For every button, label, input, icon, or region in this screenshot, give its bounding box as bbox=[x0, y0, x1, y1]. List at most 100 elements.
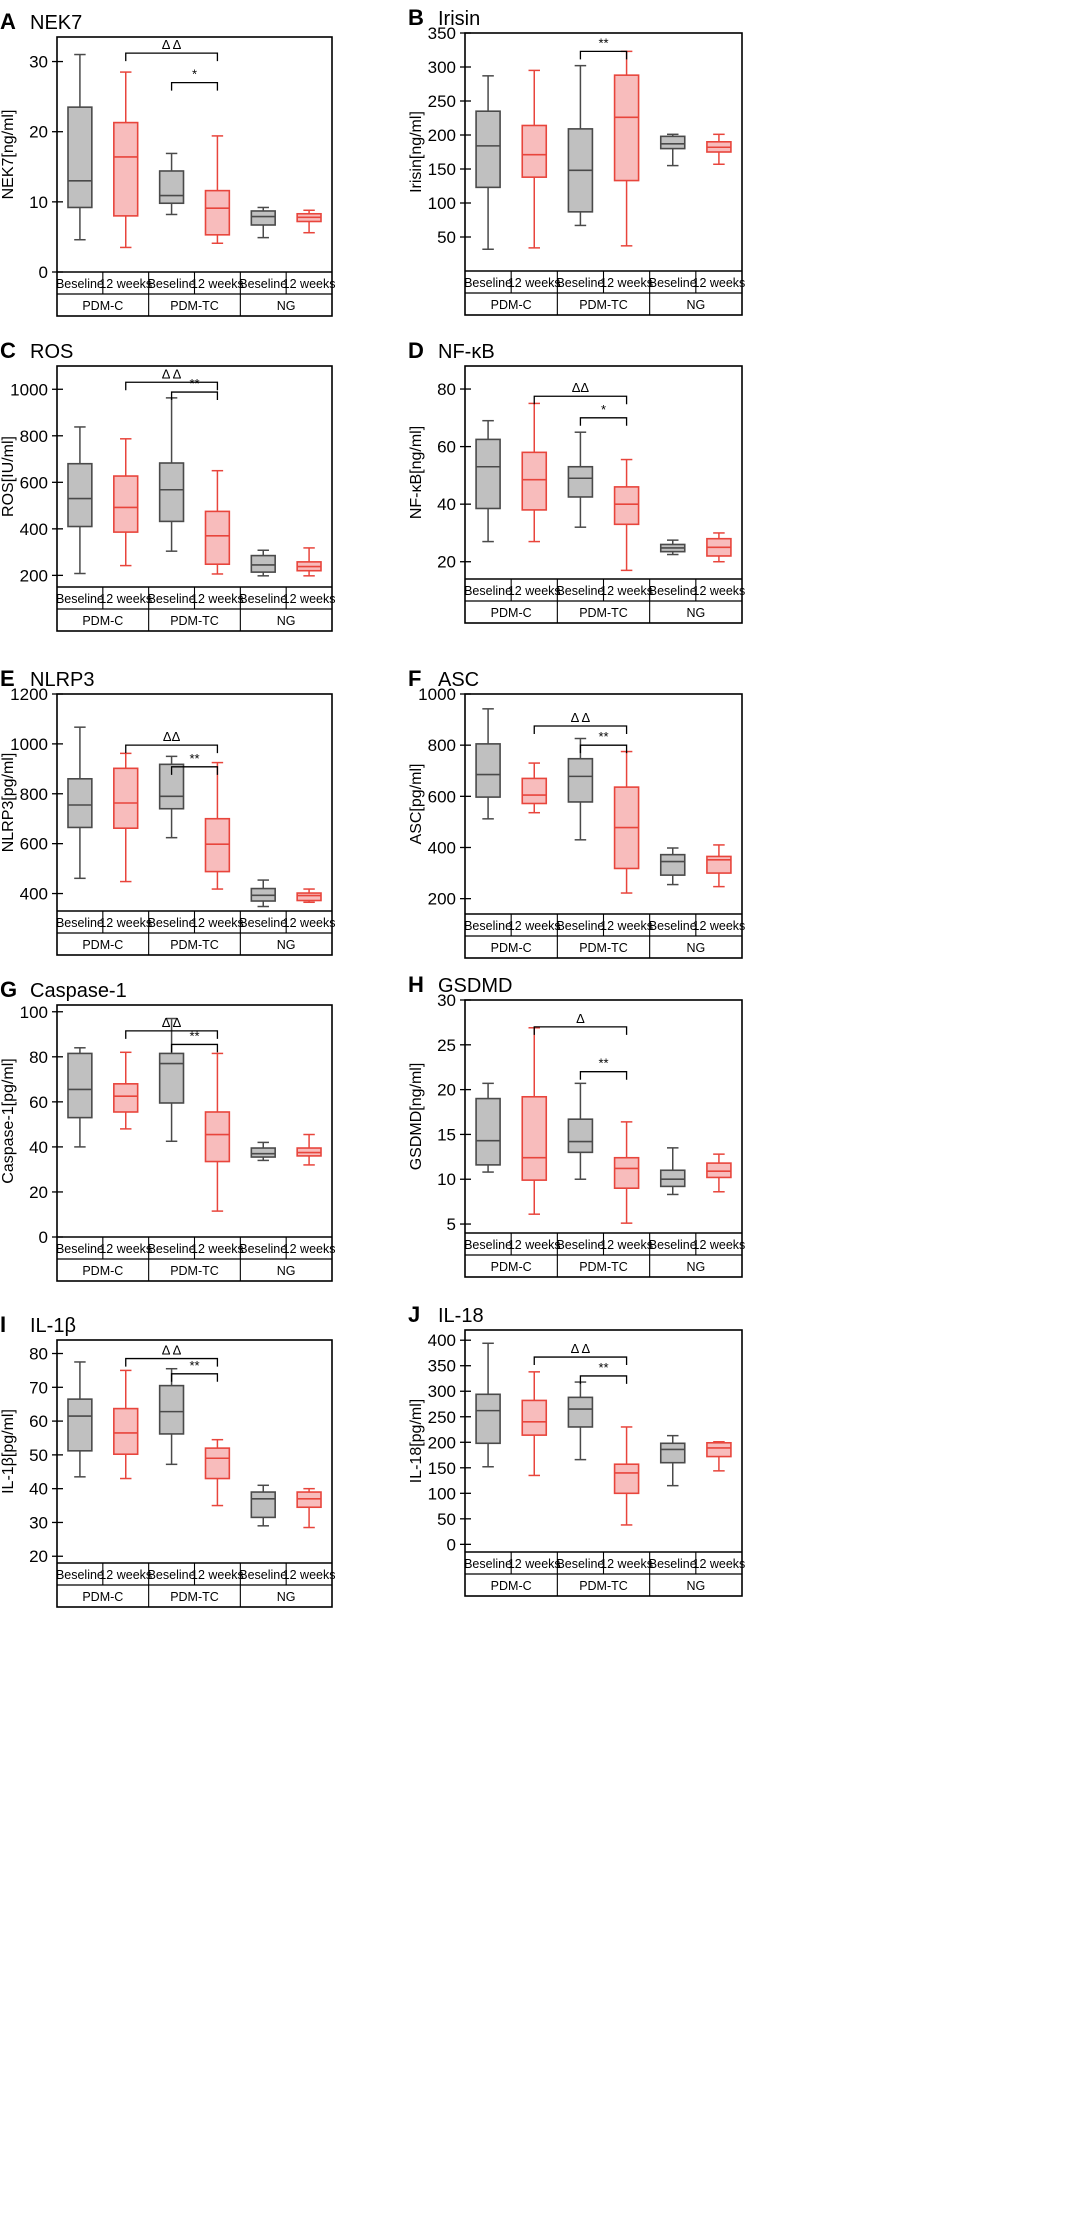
time-label: Beseline bbox=[464, 919, 512, 933]
significance-bracket: ** bbox=[170, 1028, 219, 1053]
bracket-line bbox=[170, 766, 219, 775]
significance-label: Δ Δ bbox=[162, 1343, 182, 1358]
group-label: PDM-TC bbox=[170, 614, 219, 628]
time-label: Beseline bbox=[556, 919, 604, 933]
box-iqr bbox=[158, 462, 185, 523]
bracket-line bbox=[170, 1043, 219, 1053]
y-tick-label: 80 bbox=[29, 1048, 48, 1067]
box-iqr bbox=[113, 767, 139, 829]
y-axis-label: GSDMD[ng/ml] bbox=[408, 1063, 425, 1171]
significance-label: Δ Δ bbox=[162, 37, 182, 52]
box-iqr bbox=[67, 462, 93, 528]
y-tick-label: 50 bbox=[29, 1446, 48, 1465]
group-label: PDM-TC bbox=[170, 1590, 219, 1604]
group-label: PDM-C bbox=[82, 614, 123, 628]
box-baseline bbox=[158, 397, 185, 552]
time-label: 12 weeks bbox=[283, 1568, 336, 1582]
time-label: Beseline bbox=[649, 1238, 697, 1252]
time-label: Beseline bbox=[56, 1568, 104, 1582]
chart-panel-g: G Caspase-1 0 20 40 60 80 100 Caspase-1[pg/ml] Be… bbox=[0, 977, 335, 1282]
time-label: 12 weeks bbox=[191, 1242, 244, 1256]
plot-frame bbox=[56, 36, 333, 317]
y-tick-label: 15 bbox=[437, 1125, 456, 1144]
y-tick-label: 1000 bbox=[418, 685, 456, 704]
box-iqr bbox=[567, 1396, 594, 1428]
y-tick-label: 20 bbox=[29, 1183, 48, 1202]
panel-letter: E bbox=[0, 666, 15, 691]
time-label: 12 weeks bbox=[283, 277, 336, 291]
group-label: PDM-C bbox=[82, 299, 123, 313]
chart-title: IL-1β bbox=[30, 1315, 76, 1337]
chart-title: Caspase-1 bbox=[30, 980, 127, 1002]
y-tick-label: 250 bbox=[428, 1408, 456, 1427]
time-label: Beseline bbox=[649, 276, 697, 290]
box-12-weeks bbox=[521, 1371, 548, 1477]
y-tick-label: 200 bbox=[428, 890, 456, 909]
box-iqr bbox=[113, 121, 139, 217]
time-label: Beseline bbox=[148, 916, 196, 930]
box-baseline bbox=[659, 133, 686, 167]
chart-title: GSDMD bbox=[438, 975, 512, 997]
significance-label: ** bbox=[189, 751, 199, 766]
y-tick-label: 20 bbox=[437, 1081, 456, 1100]
box-iqr bbox=[521, 1399, 548, 1436]
time-label: 12 weeks bbox=[693, 919, 746, 933]
box-baseline bbox=[475, 1082, 501, 1173]
box-iqr bbox=[659, 853, 686, 876]
y-tick-label: 250 bbox=[428, 92, 456, 111]
box-12-weeks bbox=[613, 1121, 640, 1224]
time-label: Beseline bbox=[556, 1557, 604, 1571]
box-baseline bbox=[67, 1361, 93, 1478]
y-tick-label: 1000 bbox=[10, 380, 48, 399]
group-label: PDM-C bbox=[82, 1264, 123, 1278]
panel-letter: I bbox=[0, 1312, 6, 1337]
significance-label: ** bbox=[189, 1028, 199, 1043]
y-tick-label: 20 bbox=[29, 123, 48, 142]
y-tick-label: 600 bbox=[20, 835, 48, 854]
box-iqr bbox=[706, 1162, 732, 1179]
bracket-line bbox=[579, 417, 628, 426]
y-tick-label: 350 bbox=[428, 24, 456, 43]
significance-bracket: ** bbox=[170, 376, 219, 401]
bracket-line bbox=[170, 81, 219, 91]
chart-panel-b: B Irisin 50 100 150 200 250 300 350 Irisin[ng/ml]… bbox=[408, 5, 745, 316]
group-label: NG bbox=[277, 299, 296, 313]
significance-label: * bbox=[192, 67, 197, 82]
bracket-line bbox=[125, 381, 219, 391]
plot-frame bbox=[56, 1339, 333, 1608]
y-tick-label: 50 bbox=[437, 228, 456, 247]
plot-frame bbox=[56, 693, 333, 956]
y-axis-label: Irisin[ng/ml] bbox=[408, 111, 425, 193]
time-label: 12 weeks bbox=[99, 1242, 152, 1256]
time-label: Beseline bbox=[239, 1568, 287, 1582]
bracket-line bbox=[125, 744, 219, 754]
chart-title: Irisin bbox=[438, 8, 480, 30]
box-12-weeks bbox=[613, 1426, 640, 1526]
box-baseline bbox=[567, 737, 594, 841]
y-axis-label: IL-18[pg/ml] bbox=[408, 1399, 425, 1483]
panel-letter: H bbox=[408, 972, 424, 997]
significance-label: ΔΔ bbox=[163, 729, 181, 744]
chart-panel-c: C ROS2004006008001000ROS[IU/ml]Beseline12… bbox=[0, 338, 335, 632]
box-iqr bbox=[113, 475, 139, 533]
box-12-weeks bbox=[204, 1438, 231, 1507]
chart-title: IL-18 bbox=[438, 1305, 484, 1327]
time-label: Beseline bbox=[464, 276, 512, 290]
panel-letter: G bbox=[0, 977, 17, 1002]
time-label: Beseline bbox=[464, 1238, 512, 1252]
box-iqr bbox=[67, 778, 93, 829]
box-baseline bbox=[250, 549, 276, 577]
box-baseline bbox=[475, 1342, 501, 1468]
y-tick-label: 100 bbox=[428, 1484, 456, 1503]
y-tick-label: 400 bbox=[20, 885, 48, 904]
group-label: NG bbox=[686, 298, 705, 312]
time-label: Beseline bbox=[148, 277, 196, 291]
bracket-line bbox=[579, 50, 628, 60]
box-baseline bbox=[158, 1017, 185, 1143]
box-iqr bbox=[613, 1463, 640, 1495]
group-label: NG bbox=[277, 938, 296, 952]
time-label: Beseline bbox=[556, 584, 604, 598]
chart-panel-i: I IL-1β 20 30 40 50 60 70 80 IL-1β[pg/ml] Beseline… bbox=[0, 1312, 336, 1608]
time-label: 12 weeks bbox=[600, 919, 653, 933]
time-label: Beseline bbox=[464, 1557, 512, 1571]
